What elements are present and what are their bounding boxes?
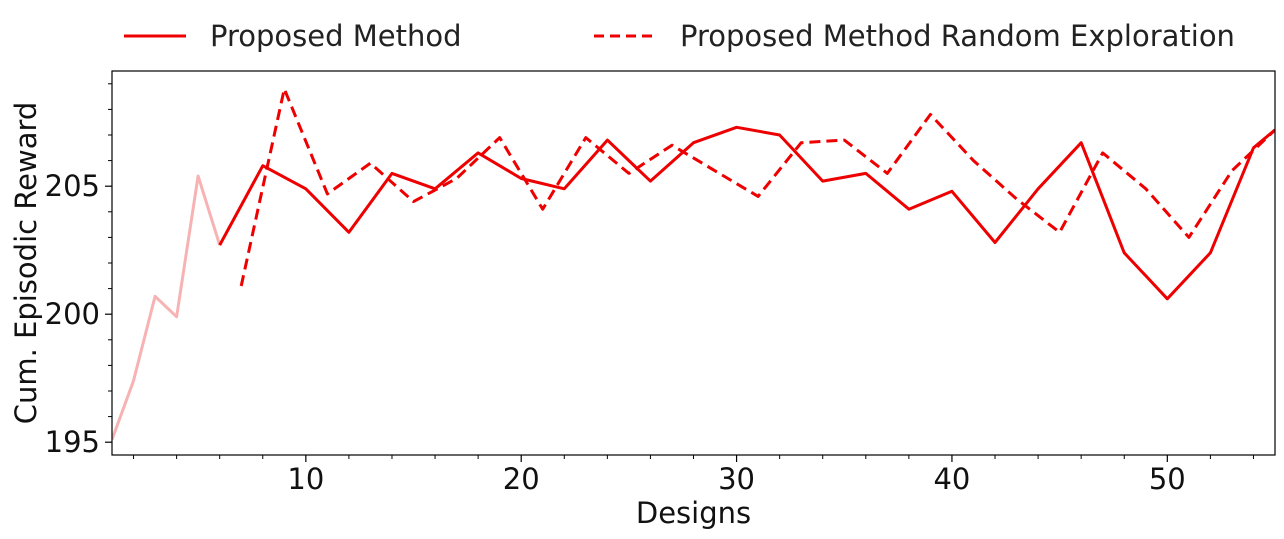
tick-layer: 10 20 30 40 50 195 200 205 bbox=[45, 83, 1254, 496]
x-tick-label: 30 bbox=[718, 462, 755, 496]
x-tick-label: 20 bbox=[503, 462, 540, 496]
x-axis-label: Designs bbox=[636, 496, 751, 530]
legend-dashed-line-swatch bbox=[594, 34, 656, 38]
series-line-random-exploration bbox=[239, 87, 1275, 287]
legend-solid-line-swatch bbox=[124, 34, 186, 38]
legend-item-proposed-method: Proposed Method bbox=[122, 14, 462, 58]
legend-label-proposed-method: Proposed Method bbox=[210, 19, 462, 53]
plot-frame bbox=[111, 70, 1276, 456]
y-axis-label: Cum. Episodic Reward bbox=[9, 102, 43, 425]
series-line-proposed-method bbox=[218, 125, 1275, 301]
x-tick-label: 10 bbox=[287, 462, 324, 496]
x-tick-label: 50 bbox=[1149, 462, 1186, 496]
y-tick-label: 200 bbox=[45, 297, 100, 331]
x-tick-label: 40 bbox=[933, 462, 970, 496]
y-tick-label: 205 bbox=[45, 169, 100, 203]
legend-label-random-exploration: Proposed Method Random Exploration bbox=[680, 19, 1235, 53]
legend: Proposed Method Proposed Method Random E… bbox=[0, 14, 1284, 58]
series-layer bbox=[112, 87, 1275, 441]
legend-item-random-exploration: Proposed Method Random Exploration bbox=[592, 14, 1235, 58]
y-tick-label: 195 bbox=[45, 425, 100, 459]
series-line-early-designs bbox=[112, 174, 222, 441]
